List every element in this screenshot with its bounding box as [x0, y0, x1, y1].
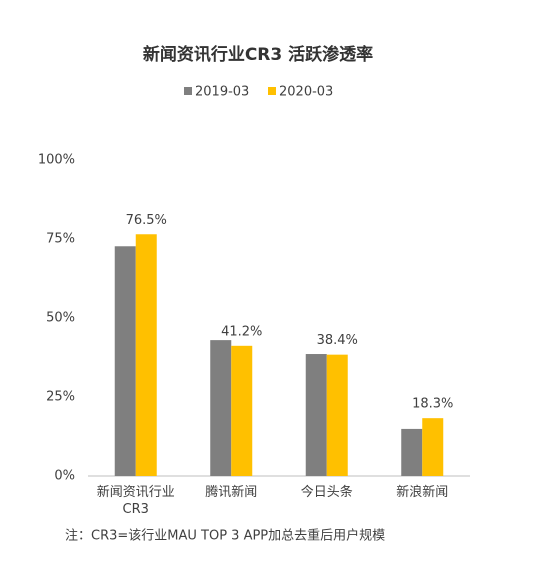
legend-swatch: [268, 87, 276, 95]
y-tick-label: 0%: [54, 469, 75, 484]
data-label: 41.2%: [221, 324, 262, 339]
bar: [114, 246, 136, 476]
legend-label: 2020-03: [279, 85, 333, 100]
footnote: 注：CR3=该行业MAU TOP 3 APP加总去重后用户规模: [65, 528, 385, 544]
bar: [305, 354, 327, 476]
data-label: 76.5%: [126, 213, 167, 228]
x-tick-label: 新闻资讯行业CR3: [96, 485, 175, 517]
data-label: 18.3%: [412, 397, 453, 412]
chart-title: 新闻资讯行业CR3 活跃渗透率: [143, 44, 373, 65]
x-tick-label: 今日头条: [300, 485, 353, 500]
bar: [326, 354, 348, 476]
bar: [210, 340, 232, 476]
y-tick-label: 25%: [46, 390, 75, 405]
x-tick-label: 腾讯新闻: [205, 485, 258, 500]
bar: [401, 428, 423, 476]
bar: [231, 345, 253, 476]
legend-label: 2019-03: [195, 85, 249, 100]
data-label: 38.4%: [317, 333, 358, 348]
bar: [135, 234, 157, 476]
x-tick-label: 新浪新闻: [396, 485, 449, 500]
y-tick-label: 75%: [46, 232, 75, 247]
bar: [422, 418, 444, 476]
y-tick-label: 50%: [46, 311, 75, 326]
legend-swatch: [184, 87, 192, 95]
y-tick-label: 100%: [38, 153, 75, 168]
